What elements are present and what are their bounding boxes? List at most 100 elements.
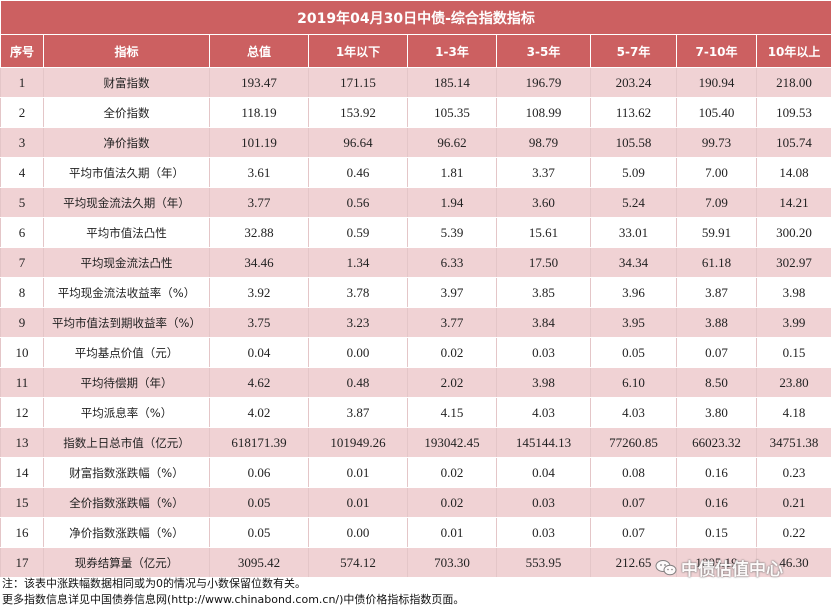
row-index: 7	[1, 248, 44, 278]
over-10y-value: 3.99	[757, 308, 831, 338]
indicator-name: 平均市值法凸性	[44, 218, 210, 248]
row-index: 3	[1, 128, 44, 158]
3-5y-value: 4.03	[497, 398, 591, 428]
under-1y-value: 3.87	[309, 398, 408, 428]
1-3y-value: 0.02	[408, 488, 497, 518]
under-1y-value: 0.56	[309, 188, 408, 218]
total-value: 618171.39	[210, 428, 309, 458]
row-index: 11	[1, 368, 44, 398]
1-3y-value: 1.94	[408, 188, 497, 218]
3-5y-value: 3.37	[497, 158, 591, 188]
over-10y-value: 14.21	[757, 188, 831, 218]
over-10y-value: 300.20	[757, 218, 831, 248]
5-7y-value: 4.03	[591, 398, 677, 428]
3-5y-value: 3.84	[497, 308, 591, 338]
total-value: 3.75	[210, 308, 309, 338]
under-1y-value: 574.12	[309, 548, 408, 578]
7-10y-value: 0.15	[677, 518, 757, 548]
1-3y-value: 3.77	[408, 308, 497, 338]
7-10y-value: 105.40	[677, 98, 757, 128]
5-7y-value: 34.34	[591, 248, 677, 278]
5-7y-value: 0.07	[591, 518, 677, 548]
7-10y-value: 7.09	[677, 188, 757, 218]
total-value: 193.47	[210, 68, 309, 98]
under-1y-value: 101949.26	[309, 428, 408, 458]
over-10y-value: 3.98	[757, 278, 831, 308]
3-5y-value: 108.99	[497, 98, 591, 128]
3-5y-value: 3.60	[497, 188, 591, 218]
header-over-10y: 10年以上	[757, 35, 831, 68]
header-3-5y: 3-5年	[497, 35, 591, 68]
3-5y-value: 0.03	[497, 518, 591, 548]
indicator-name: 平均现金流法凸性	[44, 248, 210, 278]
over-10y-value: 218.00	[757, 68, 831, 98]
over-10y-value: 105.74	[757, 128, 831, 158]
over-10y-value: 34751.38	[757, 428, 831, 458]
indicator-name: 平均现金流法久期（年）	[44, 188, 210, 218]
under-1y-value: 0.48	[309, 368, 408, 398]
footnote-rounding: 注：该表中涨跌幅数据相同或为0的情况与小数保留位数有关。	[2, 575, 306, 591]
7-10y-value: 0.16	[677, 488, 757, 518]
5-7y-value: 105.58	[591, 128, 677, 158]
under-1y-value: 171.15	[309, 68, 408, 98]
1-3y-value: 5.39	[408, 218, 497, 248]
wechat-icon	[655, 559, 677, 577]
5-7y-value: 203.24	[591, 68, 677, 98]
over-10y-value: 4.18	[757, 398, 831, 428]
row-index: 17	[1, 548, 44, 578]
under-1y-value: 96.64	[309, 128, 408, 158]
under-1y-value: 0.01	[309, 458, 408, 488]
under-1y-value: 0.00	[309, 518, 408, 548]
over-10y-value: 0.15	[757, 338, 831, 368]
total-value: 3.61	[210, 158, 309, 188]
7-10y-value: 8.50	[677, 368, 757, 398]
indicator-name: 净价指数	[44, 128, 210, 158]
under-1y-value: 0.59	[309, 218, 408, 248]
1-3y-value: 0.01	[408, 518, 497, 548]
row-index: 12	[1, 398, 44, 428]
1-3y-value: 703.30	[408, 548, 497, 578]
indicator-name: 净价指数涨跌幅（%）	[44, 518, 210, 548]
watermark: 中债估值中心	[655, 555, 783, 580]
total-value: 4.02	[210, 398, 309, 428]
1-3y-value: 2.02	[408, 368, 497, 398]
row-index: 16	[1, 518, 44, 548]
1-3y-value: 0.02	[408, 338, 497, 368]
7-10y-value: 7.00	[677, 158, 757, 188]
5-7y-value: 0.05	[591, 338, 677, 368]
5-7y-value: 5.09	[591, 158, 677, 188]
row-index: 2	[1, 98, 44, 128]
1-3y-value: 0.02	[408, 458, 497, 488]
3-5y-value: 145144.13	[497, 428, 591, 458]
total-value: 0.05	[210, 518, 309, 548]
row-index: 4	[1, 158, 44, 188]
5-7y-value: 5.24	[591, 188, 677, 218]
header-under-1y: 1年以下	[309, 35, 408, 68]
3-5y-value: 98.79	[497, 128, 591, 158]
watermark-text: 中债估值中心	[681, 555, 783, 580]
row-index: 15	[1, 488, 44, 518]
3-5y-value: 17.50	[497, 248, 591, 278]
total-value: 34.46	[210, 248, 309, 278]
row-index: 14	[1, 458, 44, 488]
table-title: 2019年04月30日中债-综合指数指标	[1, 1, 831, 35]
over-10y-value: 0.23	[757, 458, 831, 488]
indicator-name: 现券结算量（亿元）	[44, 548, 210, 578]
header-7-10y: 7-10年	[677, 35, 757, 68]
indicator-name: 财富指数	[44, 68, 210, 98]
indicator-name: 平均基点价值（元）	[44, 338, 210, 368]
7-10y-value: 0.16	[677, 458, 757, 488]
under-1y-value: 3.23	[309, 308, 408, 338]
